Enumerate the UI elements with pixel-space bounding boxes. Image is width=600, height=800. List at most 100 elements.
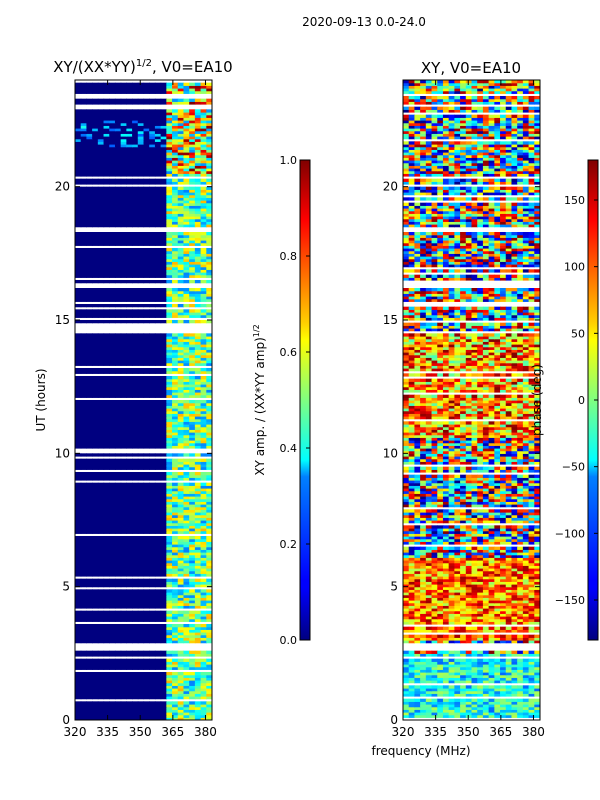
amplitude-cell: [149, 232, 156, 236]
amplitude-cell: [200, 400, 207, 404]
amplitude-cell: [189, 202, 196, 206]
amplitude-cell: [172, 560, 179, 564]
amplitude-cell: [103, 493, 110, 497]
amplitude-cell: [137, 210, 145, 214]
amplitude-cell: [143, 389, 150, 393]
amplitude-cell: [126, 677, 133, 681]
amplitude-cell: [137, 453, 145, 457]
amplitude-cell: [143, 584, 150, 588]
amplitude-cell: [143, 178, 150, 182]
amplitude-cell: [92, 376, 99, 380]
amplitude-cell: [75, 466, 82, 470]
amplitude-cell: [75, 162, 82, 166]
amplitude-cell: [109, 442, 116, 446]
amplitude-cell: [206, 512, 212, 516]
amplitude-cell: [149, 269, 156, 273]
amplitude-cell: [206, 208, 212, 212]
amplitude-cell: [194, 232, 202, 236]
amplitude-cell: [183, 658, 190, 662]
amplitude-cell: [194, 653, 202, 657]
amplitude-cell: [154, 293, 162, 297]
amplitude-cell: [80, 666, 88, 670]
amplitude-cell: [154, 133, 162, 137]
amplitude-cell: [166, 600, 173, 604]
amplitude-cell: [160, 573, 167, 577]
colorbar-tick-label: 1.0: [280, 154, 298, 167]
amplitude-cell: [189, 490, 196, 494]
amplitude-cell: [160, 538, 167, 542]
amplitude-cell: [137, 490, 145, 494]
amplitude-cell: [160, 682, 167, 686]
amplitude-cell: [114, 258, 122, 262]
amplitude-cell: [194, 378, 202, 382]
amplitude-cell: [137, 605, 145, 609]
amplitude-cell: [200, 600, 207, 604]
amplitude-cell: [189, 248, 196, 252]
amplitude-cell: [86, 538, 93, 542]
amplitude-cell: [177, 178, 185, 182]
amplitude-cell: [154, 370, 162, 374]
amplitude-cell: [132, 701, 139, 705]
amplitude-cell: [189, 424, 196, 428]
amplitude-cell: [166, 392, 173, 396]
amplitude-cell: [154, 101, 162, 105]
amplitude-cell: [143, 378, 150, 382]
amplitude-cell: [114, 141, 122, 145]
amplitude-cell: [177, 690, 185, 694]
amplitude-cell: [80, 224, 88, 228]
amplitude-cell: [172, 197, 179, 201]
amplitude-cell: [200, 208, 207, 212]
amplitude-cell: [206, 160, 212, 164]
amplitude-cell: [172, 141, 179, 145]
amplitude-cell: [109, 616, 116, 620]
amplitude-cell: [177, 138, 185, 142]
amplitude-cell: [132, 197, 139, 201]
amplitude-cell: [132, 392, 139, 396]
amplitude-cell: [143, 394, 150, 398]
amplitude-cell: [75, 520, 82, 524]
amplitude-cell: [183, 493, 190, 497]
amplitude-cell: [206, 101, 212, 105]
amplitude-cell: [132, 546, 139, 550]
amplitude-cell: [114, 197, 122, 201]
amplitude-cell: [109, 517, 116, 521]
amplitude-cell: [160, 309, 167, 313]
amplitude-cell: [194, 146, 202, 150]
amplitude-cell: [97, 680, 105, 684]
amplitude-cell: [154, 240, 162, 244]
amplitude-cell: [189, 517, 196, 521]
amplitude-cell: [103, 525, 110, 529]
amplitude-cell: [166, 504, 173, 508]
amplitude-cell: [177, 584, 185, 588]
amplitude-cell: [114, 690, 122, 694]
amplitude-cell: [92, 341, 99, 345]
amplitude-cell: [75, 344, 82, 348]
amplitude-cell: [92, 88, 99, 92]
amplitude-cell: [114, 253, 122, 257]
amplitude-cell: [172, 597, 179, 601]
amplitude-cell: [194, 192, 202, 196]
amplitude-cell: [92, 568, 99, 572]
amplitude-cell: [149, 517, 156, 521]
amplitude-cell: [149, 464, 156, 468]
amplitude-cell: [75, 349, 82, 353]
amplitude-cell: [149, 477, 156, 481]
amplitude-cell: [149, 605, 156, 609]
amplitude-cell: [92, 122, 99, 126]
amplitude-cell: [80, 98, 88, 102]
amplitude-cell: [206, 440, 212, 444]
amplitude-cell: [189, 232, 196, 236]
amplitude-cell: [166, 173, 173, 177]
amplitude-cell: [194, 498, 202, 502]
amplitude-cell: [92, 157, 99, 161]
amplitude-cell: [183, 605, 190, 609]
amplitude-cell: [149, 146, 156, 150]
amplitude-cell: [166, 496, 173, 500]
amplitude-cell: [194, 445, 202, 449]
amplitude-cell: [200, 570, 207, 574]
amplitude-cell: [97, 536, 105, 540]
amplitude-cell: [154, 82, 162, 86]
amplitude-cell: [183, 250, 190, 254]
amplitude-cell: [97, 501, 105, 505]
amplitude-cell: [114, 578, 122, 582]
